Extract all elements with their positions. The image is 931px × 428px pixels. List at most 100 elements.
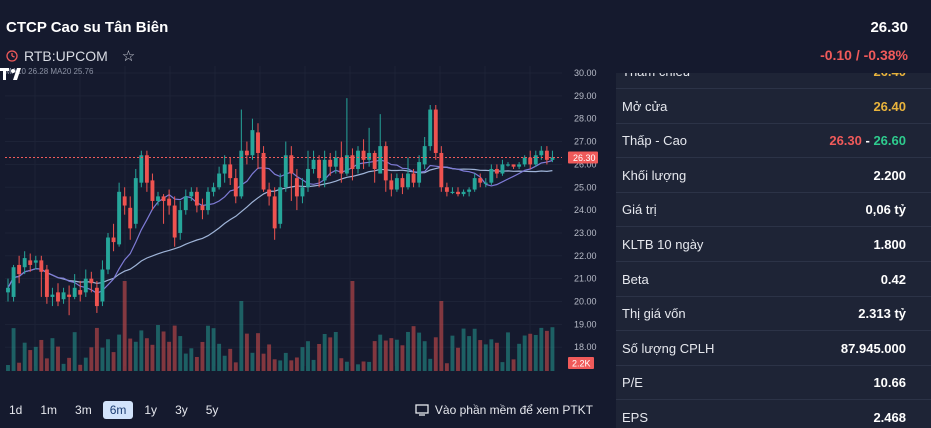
volume-bar — [106, 339, 110, 371]
volume-bar — [206, 325, 210, 371]
stat-label: Tham chiếu — [622, 73, 690, 79]
timeframe-3m[interactable]: 3m — [75, 403, 92, 417]
y-tick-label: 23.00 — [574, 228, 597, 238]
volume-bar — [517, 343, 522, 371]
candle-body — [217, 173, 222, 188]
candle-body — [322, 159, 327, 181]
stat-label: Beta — [622, 271, 649, 287]
volume-bar — [72, 332, 77, 371]
candle-body — [544, 150, 549, 160]
candle-body — [94, 287, 99, 307]
candle-body — [333, 157, 338, 167]
candle-body — [156, 196, 160, 201]
candle-body — [300, 187, 305, 197]
volume-bar — [478, 340, 483, 371]
volume-bar — [200, 341, 205, 371]
volume-bar — [389, 338, 394, 371]
candle-body — [517, 164, 522, 167]
monitor-icon — [415, 404, 429, 416]
volume-bar — [172, 325, 177, 371]
timeframe-1y[interactable]: 1y — [144, 403, 158, 417]
volume-bar — [244, 333, 249, 371]
volume-bar — [17, 362, 22, 371]
volume-bar — [544, 330, 549, 371]
volume-bar — [328, 337, 333, 371]
volume-bar — [383, 340, 388, 371]
timeframe-3y[interactable]: 3y — [175, 403, 188, 417]
volume-bar — [6, 365, 10, 371]
candle-body — [33, 260, 38, 263]
timeframe-5y[interactable]: 5y — [205, 403, 219, 417]
candle-body — [228, 164, 233, 179]
stat-value: 1.800 — [873, 237, 906, 252]
candle-body — [194, 191, 199, 206]
candle-body — [78, 290, 83, 295]
candle-body — [106, 237, 110, 270]
candle-body — [244, 150, 249, 156]
volume-bar — [233, 362, 238, 371]
volume-bar — [317, 343, 322, 371]
volume-bar — [339, 358, 344, 371]
volume-bar — [472, 328, 477, 371]
volume-bar — [356, 364, 360, 371]
volume-bar — [533, 334, 538, 371]
candle-body — [250, 130, 255, 156]
candle-body — [550, 157, 555, 160]
stat-label: Khối lượng — [622, 167, 687, 183]
volume-bar — [144, 338, 149, 371]
stat-label: Số lượng CPLH — [622, 340, 715, 356]
volume-bar — [344, 361, 349, 371]
candle-body — [444, 187, 449, 192]
price-chart[interactable]: 30.00 29.00 28.00 27.00 26.00 25.00 24.00 23.00… — [0, 66, 600, 376]
stat-row: Thị giá vốn 2.313 tỷ — [616, 297, 931, 332]
company-name: CTCP Cao su Tân Biên — [6, 19, 169, 36]
candle-body — [506, 164, 510, 166]
volume-bar — [428, 358, 433, 371]
candle-body — [139, 155, 144, 183]
candle-body — [72, 287, 77, 297]
timeframe-1d[interactable]: 1d — [9, 403, 23, 417]
price-tag-bg — [568, 151, 598, 164]
candle-body — [539, 150, 544, 156]
stat-value: 10.66 — [873, 375, 906, 391]
candle-body — [100, 269, 105, 302]
price-tag-label: 26.30 — [573, 153, 596, 163]
open-analysis-link[interactable]: Vào phần mềm để xem PTKT — [415, 403, 593, 417]
volume-bar — [167, 341, 172, 371]
volume-bar — [406, 331, 410, 371]
candle-body — [472, 178, 477, 190]
candle-body — [383, 146, 388, 181]
candle-body — [267, 189, 272, 197]
volume-bar — [289, 360, 294, 371]
volume-bar — [306, 341, 310, 371]
candle-body — [128, 207, 133, 229]
volume-bar — [183, 353, 188, 371]
volume-bar — [511, 359, 516, 371]
candle-body — [339, 157, 344, 174]
volume-bar — [417, 332, 422, 371]
star-icon[interactable]: ☆ — [121, 48, 136, 65]
volume-bar — [272, 359, 277, 371]
candle-body — [428, 109, 433, 147]
candle-body — [117, 191, 122, 245]
candle-body — [533, 155, 538, 165]
timeframe-1m[interactable]: 1m — [40, 403, 58, 417]
stat-row: Thấp - Cao 26.30 - 26.60 — [616, 124, 931, 159]
stock-header: CTCP Cao su Tân Biên RTB:UPCOM ☆ 26.30 -… — [0, 0, 931, 73]
candle-body — [372, 152, 377, 169]
stat-value: 2.313 tỷ — [858, 306, 906, 322]
candle-body — [89, 278, 94, 284]
ticker-symbol: RTB:UPCOM — [24, 48, 108, 64]
candle-body — [356, 150, 360, 169]
candle-body — [528, 157, 533, 165]
timeframe-6m[interactable]: 6m — [102, 401, 134, 419]
candle-body — [494, 168, 499, 174]
y-tick-label: 18.00 — [574, 342, 597, 352]
volume-bar — [550, 327, 555, 371]
candlestick-chart[interactable]: 30.00 29.00 28.00 27.00 26.00 25.00 24.00 23.00… — [0, 66, 600, 376]
stat-label: EPS — [622, 410, 649, 425]
candle-body — [467, 189, 472, 192]
candle-body — [206, 191, 210, 211]
stat-label: Thị giá vốn — [622, 306, 686, 322]
tradingview-logo-icon — [0, 68, 21, 80]
